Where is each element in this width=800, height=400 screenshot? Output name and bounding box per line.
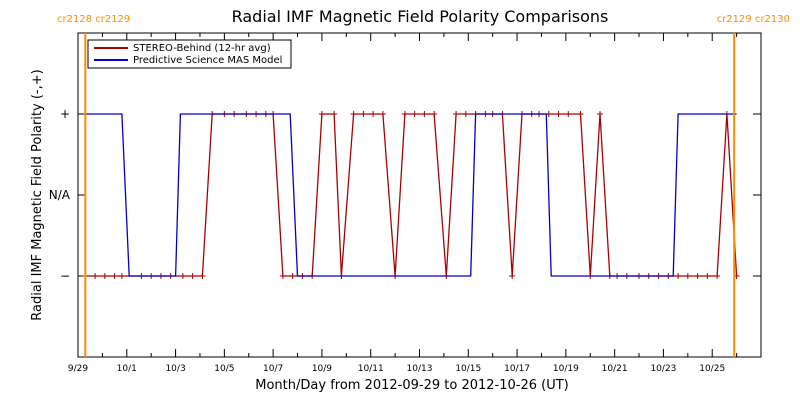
series-0-point-1: [92, 273, 99, 279]
series-0-point-32: [411, 111, 418, 117]
series-0-point-23: [318, 111, 325, 117]
x-tick-label-12: 10/23: [650, 364, 676, 374]
legend-label-mas-model: Predictive Science MAS Model: [133, 55, 282, 66]
series-0-point-42: [509, 273, 516, 279]
series-0-point-19: [279, 273, 286, 279]
axis-ticks: 9/29 10/1 10/3 10/5 10/7 10/9 10/11 10/13 10/15 1…: [49, 33, 761, 374]
legend-label-stereo: STEREO-Behind (12-hr avg): [133, 43, 271, 54]
x-tick-label-1: 10/1: [117, 364, 137, 374]
series-0-point-62: [704, 273, 711, 279]
series-0-point-33: [421, 111, 428, 117]
series-0-point-3: [111, 273, 118, 279]
legend: STEREO-Behind (12-hr avg) Predictive Sci…: [87, 39, 292, 69]
x-tick-label-0: 9/29: [68, 364, 88, 374]
x-tick-label-2: 10/3: [165, 364, 185, 374]
series-0-point-11: [199, 273, 206, 279]
y-axis-label: Radial IMF Magnetic Field Polarity (-,+): [30, 69, 45, 320]
x-tick-label-7: 10/13: [407, 364, 433, 374]
series-layer: [82, 111, 740, 279]
y-tick-label-1: N/A: [49, 188, 71, 202]
series-0-point-26: [350, 111, 357, 117]
x-tick-label-11: 10/21: [602, 364, 628, 374]
series-0-point-59: [675, 273, 682, 279]
carrington-marker-label-1: cr2129 cr2130: [717, 14, 790, 25]
legend-box: [87, 39, 292, 69]
series-0-point-51: [597, 111, 604, 117]
series-0-point-37: [462, 111, 469, 117]
series-0-point-49: [577, 111, 584, 117]
series-0-point-34: [431, 111, 438, 117]
series-0-point-2: [101, 273, 108, 279]
series-0-point-31: [401, 111, 408, 117]
series-0-point-61: [694, 273, 701, 279]
x-tick-label-6: 10/11: [358, 364, 384, 374]
series-0-point-48: [565, 111, 572, 117]
x-tick-label-3: 10/5: [214, 364, 234, 374]
series-0-point-36: [453, 111, 460, 117]
series-0-point-10: [189, 273, 196, 279]
series-0-point-4: [118, 273, 125, 279]
x-tick-label-13: 10/25: [699, 364, 725, 374]
series-0-point-9: [179, 273, 186, 279]
series-0-point-29: [379, 111, 386, 117]
carrington-markers: cr2128 cr2129 cr2129 cr2130: [57, 14, 790, 357]
x-tick-label-9: 10/17: [504, 364, 530, 374]
series-0-point-28: [370, 111, 377, 117]
series-line-1: [85, 113, 737, 277]
series-0-point-63: [714, 273, 721, 279]
y-tick-label-0: +: [60, 107, 70, 121]
x-tick-label-4: 10/7: [263, 364, 283, 374]
x-tick-label-8: 10/15: [455, 364, 481, 374]
chart-title: Radial IMF Magnetic Field Polarity Compa…: [232, 7, 609, 26]
series-0-point-27: [360, 111, 367, 117]
series-0-point-60: [684, 273, 691, 279]
series-0-point-24: [331, 111, 338, 117]
series-0-point-20: [289, 273, 296, 279]
x-tick-label-10: 10/19: [553, 364, 579, 374]
x-tick-label-5: 10/9: [312, 364, 332, 374]
y-tick-label-2: −: [60, 269, 70, 283]
series-0-point-47: [555, 111, 562, 117]
x-axis-label: Month/Day from 2012-09-29 to 2012-10-26 …: [255, 378, 568, 393]
carrington-marker-label-0: cr2128 cr2129: [57, 14, 130, 25]
